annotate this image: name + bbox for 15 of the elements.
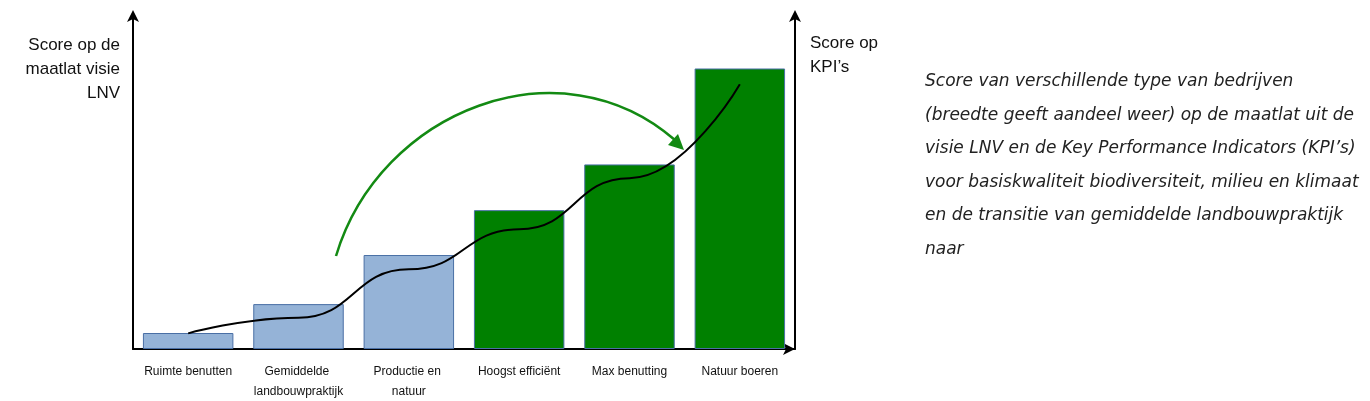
x-tick-label: Gemiddelde landbouwpraktijk	[253, 364, 345, 398]
x-tick-label: Natuur boeren	[701, 364, 779, 378]
x-tick-label: Productie en natuur	[373, 364, 445, 398]
bar	[584, 164, 675, 349]
bar	[363, 255, 455, 349]
x-tick-label: Max benutting	[591, 364, 668, 378]
y2-axis-title: Score op KPI’s	[810, 32, 880, 78]
bar	[253, 304, 344, 349]
bar	[142, 333, 234, 349]
text: Score van verschillende type van bedrijven (breedte geeft aandeel weer) op de maatlat uit de visie LNV en de Key Performance Indicators (KPI’s) voor basiskwaliteit biodiversiteit, milieu en klimaat en de transitie van gemiddelde landbouwpraktijk naar	[925, 69, 1360, 260]
y-axis-title: Score op de maatlat visie LNV	[24, 34, 120, 104]
bar	[473, 210, 565, 349]
x-tick-label: Hoogst efficiënt	[477, 364, 562, 378]
x-tick-label: Ruimte benutten	[144, 364, 233, 378]
bar	[694, 68, 786, 349]
